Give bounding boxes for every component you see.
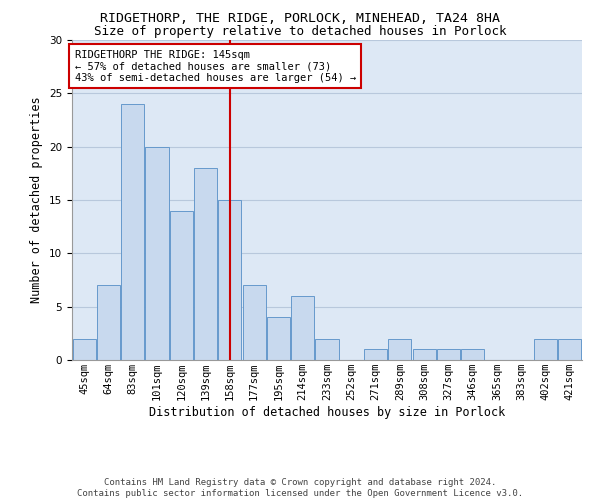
Bar: [145, 146, 169, 360]
Bar: [121, 104, 144, 360]
Bar: [316, 338, 338, 360]
Y-axis label: Number of detached properties: Number of detached properties: [31, 96, 43, 304]
Bar: [291, 296, 314, 360]
Bar: [388, 338, 412, 360]
Bar: [534, 338, 557, 360]
Bar: [218, 200, 241, 360]
Text: RIDGETHORP THE RIDGE: 145sqm
← 57% of detached houses are smaller (73)
43% of se: RIDGETHORP THE RIDGE: 145sqm ← 57% of de…: [74, 50, 356, 83]
Bar: [559, 338, 581, 360]
Bar: [194, 168, 217, 360]
Bar: [461, 350, 484, 360]
Text: Size of property relative to detached houses in Porlock: Size of property relative to detached ho…: [94, 25, 506, 38]
Bar: [437, 350, 460, 360]
Bar: [97, 286, 120, 360]
Bar: [170, 210, 193, 360]
Bar: [413, 350, 436, 360]
X-axis label: Distribution of detached houses by size in Porlock: Distribution of detached houses by size …: [149, 406, 505, 419]
Text: RIDGETHORP, THE RIDGE, PORLOCK, MINEHEAD, TA24 8HA: RIDGETHORP, THE RIDGE, PORLOCK, MINEHEAD…: [100, 12, 500, 26]
Bar: [364, 350, 387, 360]
Text: Contains HM Land Registry data © Crown copyright and database right 2024.
Contai: Contains HM Land Registry data © Crown c…: [77, 478, 523, 498]
Bar: [73, 338, 95, 360]
Bar: [242, 286, 266, 360]
Bar: [267, 318, 290, 360]
